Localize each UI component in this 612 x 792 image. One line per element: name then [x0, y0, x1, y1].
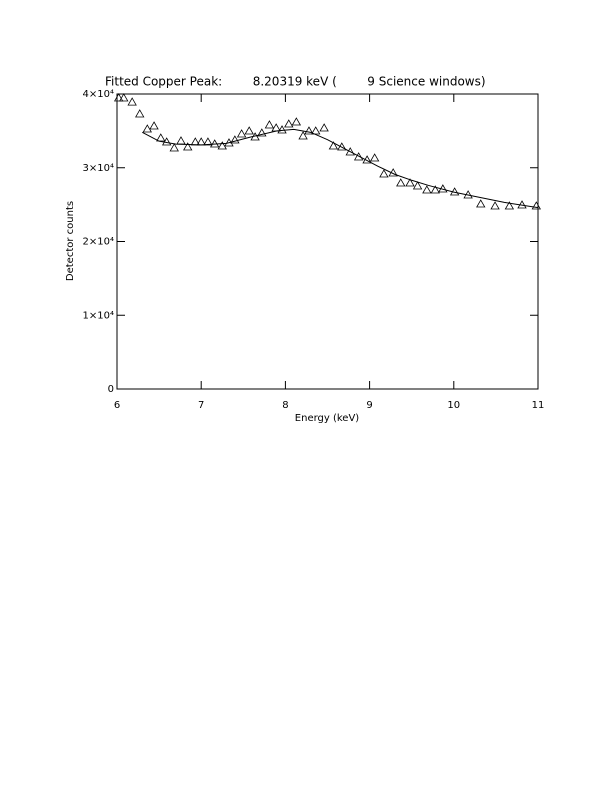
data-point: [217, 141, 227, 150]
x-tick-label: 9: [366, 400, 372, 411]
data-point: [405, 178, 415, 187]
data-point: [284, 119, 294, 128]
data-point: [119, 93, 129, 102]
fit-line: [142, 128, 539, 209]
data-point: [396, 178, 406, 187]
y-tick-label: 4×10⁴: [83, 89, 114, 100]
data-point: [142, 124, 153, 133]
data-point: [430, 185, 440, 194]
x-axis-label: Energy (keV): [295, 413, 360, 424]
data-point: [353, 152, 364, 161]
data-point: [504, 201, 515, 210]
data-point: [291, 117, 302, 126]
data-point: [319, 123, 329, 132]
x-tick-label: 7: [198, 400, 204, 411]
data-point: [149, 121, 159, 130]
data-point: [369, 153, 380, 162]
data-point: [127, 97, 137, 106]
data-point: [113, 93, 124, 102]
data-point: [476, 199, 486, 208]
data-point: [490, 201, 500, 210]
data-point: [412, 181, 423, 190]
data-point: [230, 135, 240, 144]
data-point: [304, 126, 314, 135]
data-point: [183, 142, 193, 151]
chart-title: Fitted Copper Peak: 8.20319 keV ( 9 Scie…: [105, 75, 486, 89]
data-point: [244, 126, 254, 135]
data-point: [264, 120, 275, 129]
data-point: [277, 125, 287, 134]
x-tick-label: 10: [447, 400, 460, 411]
y-axis-label: Detector counts: [65, 201, 76, 281]
data-point: [203, 137, 213, 146]
data-point: [236, 129, 247, 138]
data-point: [298, 131, 308, 140]
y-tick-label: 3×10⁴: [83, 163, 114, 174]
y-tick-label: 2×10⁴: [83, 237, 114, 248]
data-point: [161, 137, 172, 146]
data-point: [422, 185, 432, 194]
data-point: [257, 128, 267, 137]
data-point: [531, 201, 542, 210]
x-tick-label: 8: [282, 400, 288, 411]
y-tick-label: 0: [108, 384, 114, 395]
data-point: [379, 169, 389, 178]
data-point: [328, 141, 339, 150]
data-point: [345, 147, 355, 156]
data-point: [135, 109, 145, 118]
x-tick-label: 6: [114, 400, 120, 411]
y-tick-label: 1×10⁴: [83, 310, 114, 321]
x-tick-label: 11: [532, 400, 545, 411]
data-point: [169, 143, 179, 152]
